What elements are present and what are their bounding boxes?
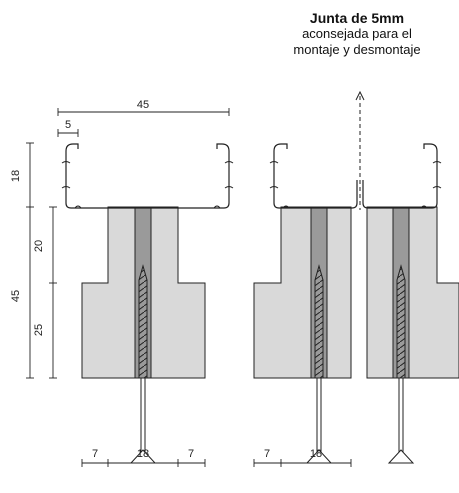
right-profile-notches [269, 161, 442, 209]
dim-bottom-left-side: 7 [92, 448, 98, 460]
joint-annotation-title: Junta de 5mm [309, 10, 405, 26]
dim-block-height: 45 [10, 290, 22, 302]
dim-bottom-left-core: 18 [137, 448, 149, 460]
dim-lip: 5 [65, 119, 71, 131]
dimension-lines [26, 108, 352, 467]
right-block-b [366, 206, 459, 379]
right-screw-a [305, 264, 333, 464]
right-screw-b [387, 264, 415, 464]
right-profile-b [362, 143, 438, 209]
left-profile [65, 143, 230, 209]
dim-lower-part: 25 [33, 324, 45, 336]
dim-bottom-left-side-right: 7 [188, 448, 194, 460]
joint-axis-arrow [355, 90, 365, 101]
dim-bottom-right-side: 7 [264, 448, 270, 460]
joint-annotation-line-2: montaje y desmontaje [293, 42, 421, 57]
dim-upper-part: 20 [33, 240, 45, 252]
left-profile-notches [61, 161, 234, 209]
joint-annotation-line-1: aconsejada para el [302, 26, 412, 41]
right-assembly [253, 90, 459, 464]
joint-annotation: Junta de 5mm aconsejada para el montaje … [262, 10, 452, 58]
dim-profile-width: 45 [137, 99, 149, 111]
dim-bottom-right-core: 18 [310, 448, 322, 460]
dim-profile-height: 18 [10, 170, 22, 182]
right-block-a [253, 206, 352, 379]
left-assembly [61, 143, 234, 464]
left-screw [129, 264, 157, 464]
right-profile-a [273, 143, 358, 209]
